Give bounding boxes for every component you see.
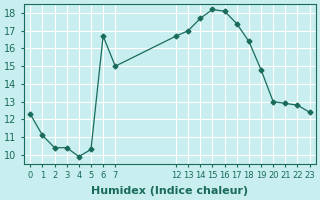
X-axis label: Humidex (Indice chaleur): Humidex (Indice chaleur) (92, 186, 249, 196)
